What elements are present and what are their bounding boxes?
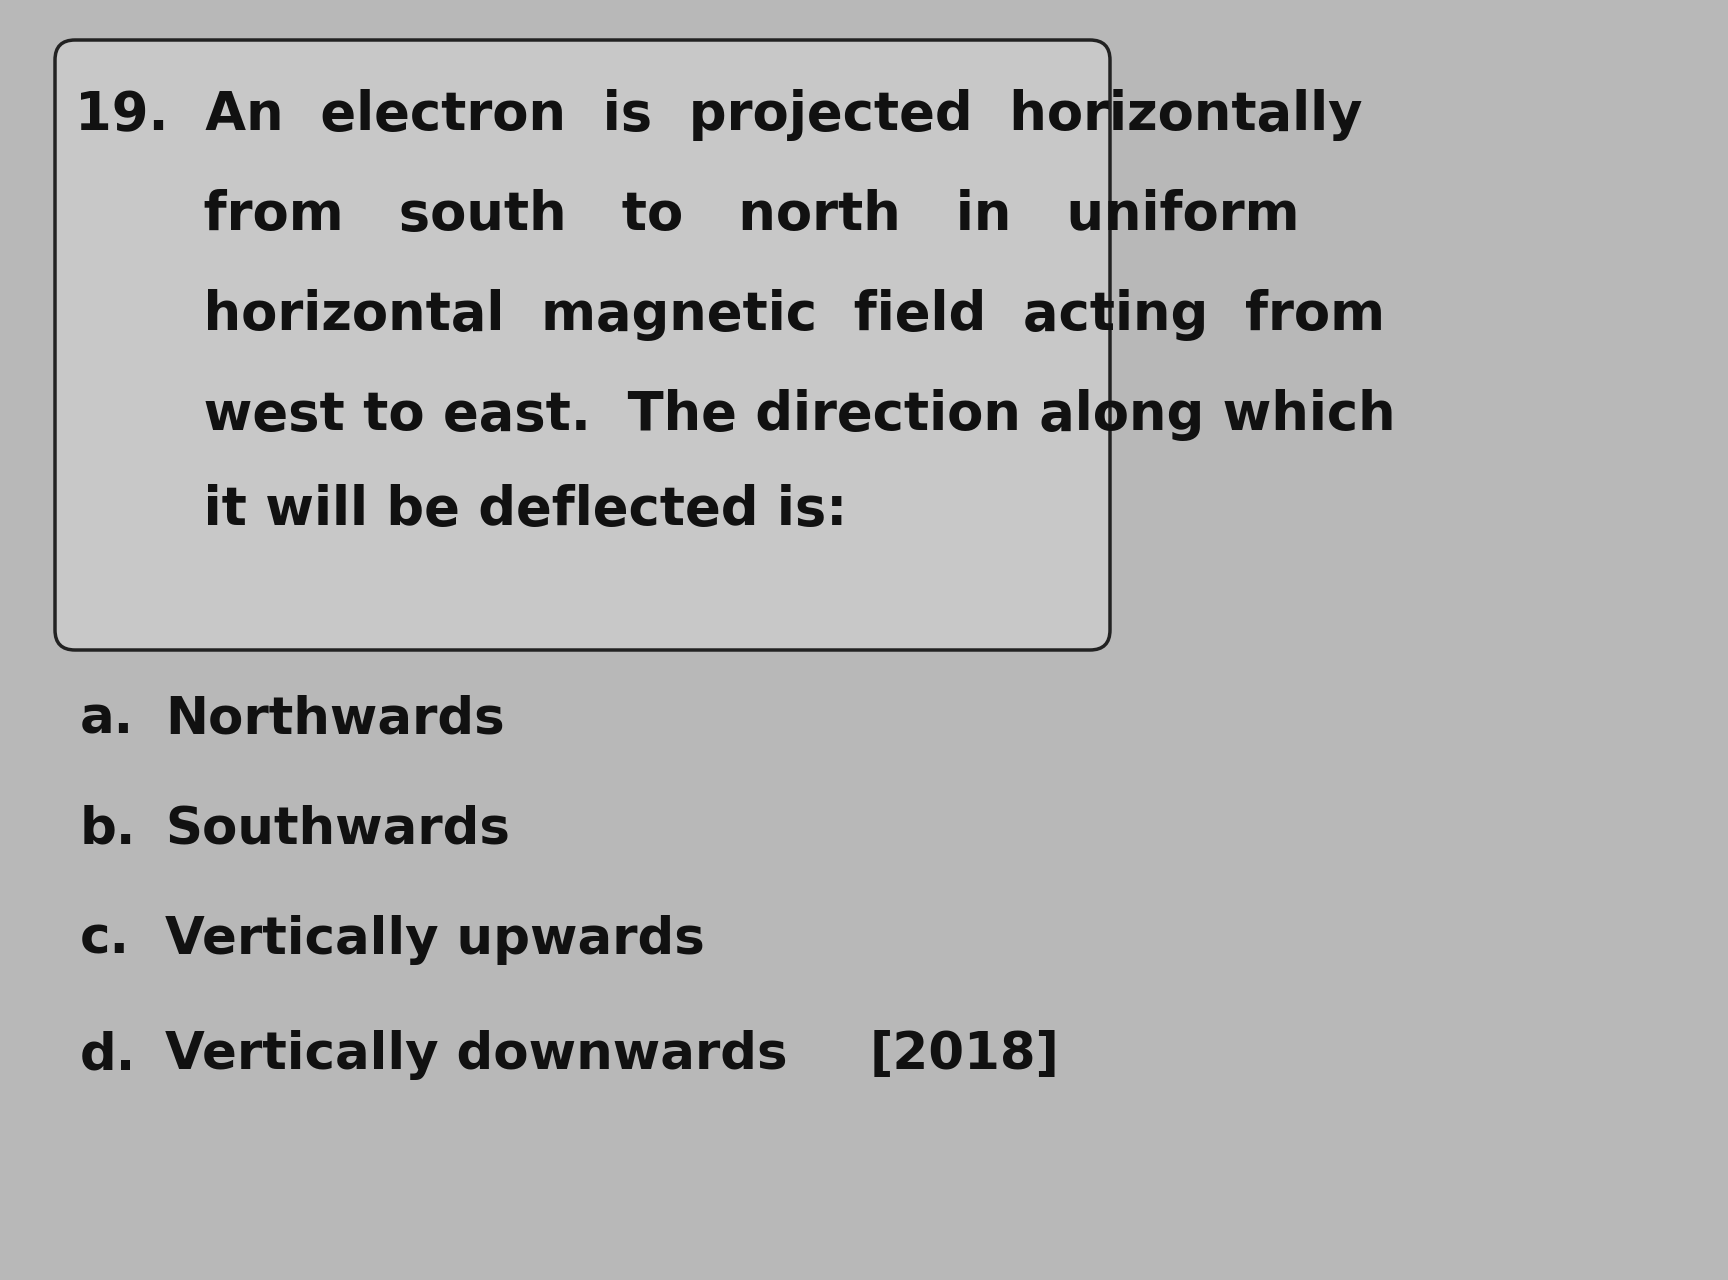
Text: Southwards: Southwards xyxy=(164,805,510,855)
Text: Vertically downwards: Vertically downwards xyxy=(164,1030,788,1080)
Text: west to east.  The direction along which: west to east. The direction along which xyxy=(74,389,1396,442)
Text: from   south   to   north   in   uniform: from south to north in uniform xyxy=(74,189,1299,241)
Text: d.: d. xyxy=(79,1030,137,1080)
Text: b.: b. xyxy=(79,805,137,855)
Text: a.: a. xyxy=(79,695,135,745)
Text: c.: c. xyxy=(79,915,130,965)
Text: horizontal  magnetic  field  acting  from: horizontal magnetic field acting from xyxy=(74,289,1386,340)
Text: 19.  An  electron  is  projected  horizontally: 19. An electron is projected horizontall… xyxy=(74,90,1362,141)
Text: it will be deflected is:: it will be deflected is: xyxy=(74,484,847,536)
Text: Northwards: Northwards xyxy=(164,695,505,745)
Text: [2018]: [2018] xyxy=(869,1030,1059,1080)
FancyBboxPatch shape xyxy=(55,40,1109,650)
Text: Vertically upwards: Vertically upwards xyxy=(164,915,705,965)
